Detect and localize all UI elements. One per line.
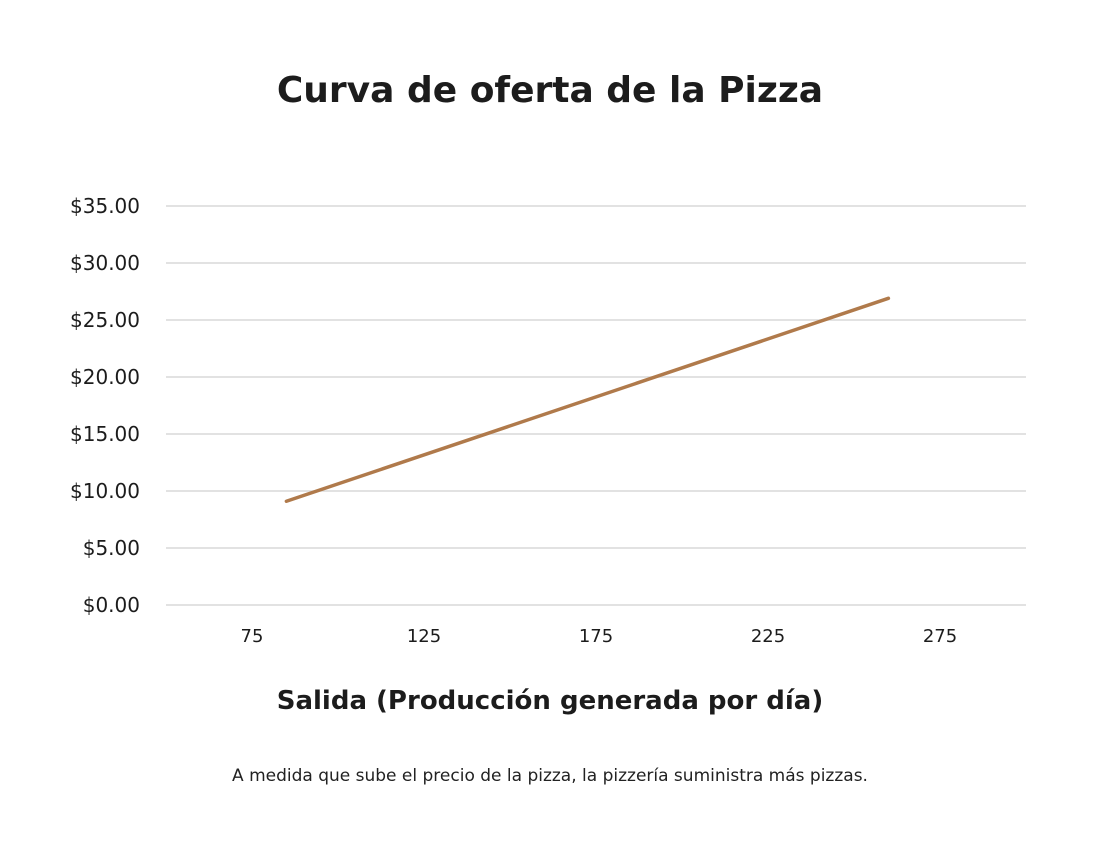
x-tick-label: 75 [241,626,264,647]
x-tick-label: 175 [579,626,613,647]
y-tick-label: $10.00 [70,479,140,503]
y-tick-label: $35.00 [70,194,140,218]
x-tick-label: 225 [751,626,785,647]
y-tick-label: $5.00 [83,536,140,560]
y-tick-label: $20.00 [70,365,140,389]
y-tick-label: $0.00 [83,593,140,617]
x-tick-label: 125 [407,626,441,647]
gridlines [166,205,1026,606]
x-axis-label: Salida (Producción generada por día) [276,686,824,716]
x-axis-ticks: 75 125 175 225 275 [241,626,958,647]
x-tick-label: 275 [923,626,957,647]
chart-caption: A medida que sube el precio de la pizza,… [232,766,868,786]
chart-title: Curva de oferta de la Pizza [276,70,824,111]
supply-curve-line [284,296,891,504]
y-tick-label: $15.00 [70,422,140,446]
y-tick-label: $30.00 [70,251,140,275]
y-axis-ticks: $0.00 $5.00 $10.00 $15.00 $20.00 $25.00 $30.00… [70,194,140,617]
series-group [284,296,891,504]
y-tick-label: $25.00 [70,308,140,332]
